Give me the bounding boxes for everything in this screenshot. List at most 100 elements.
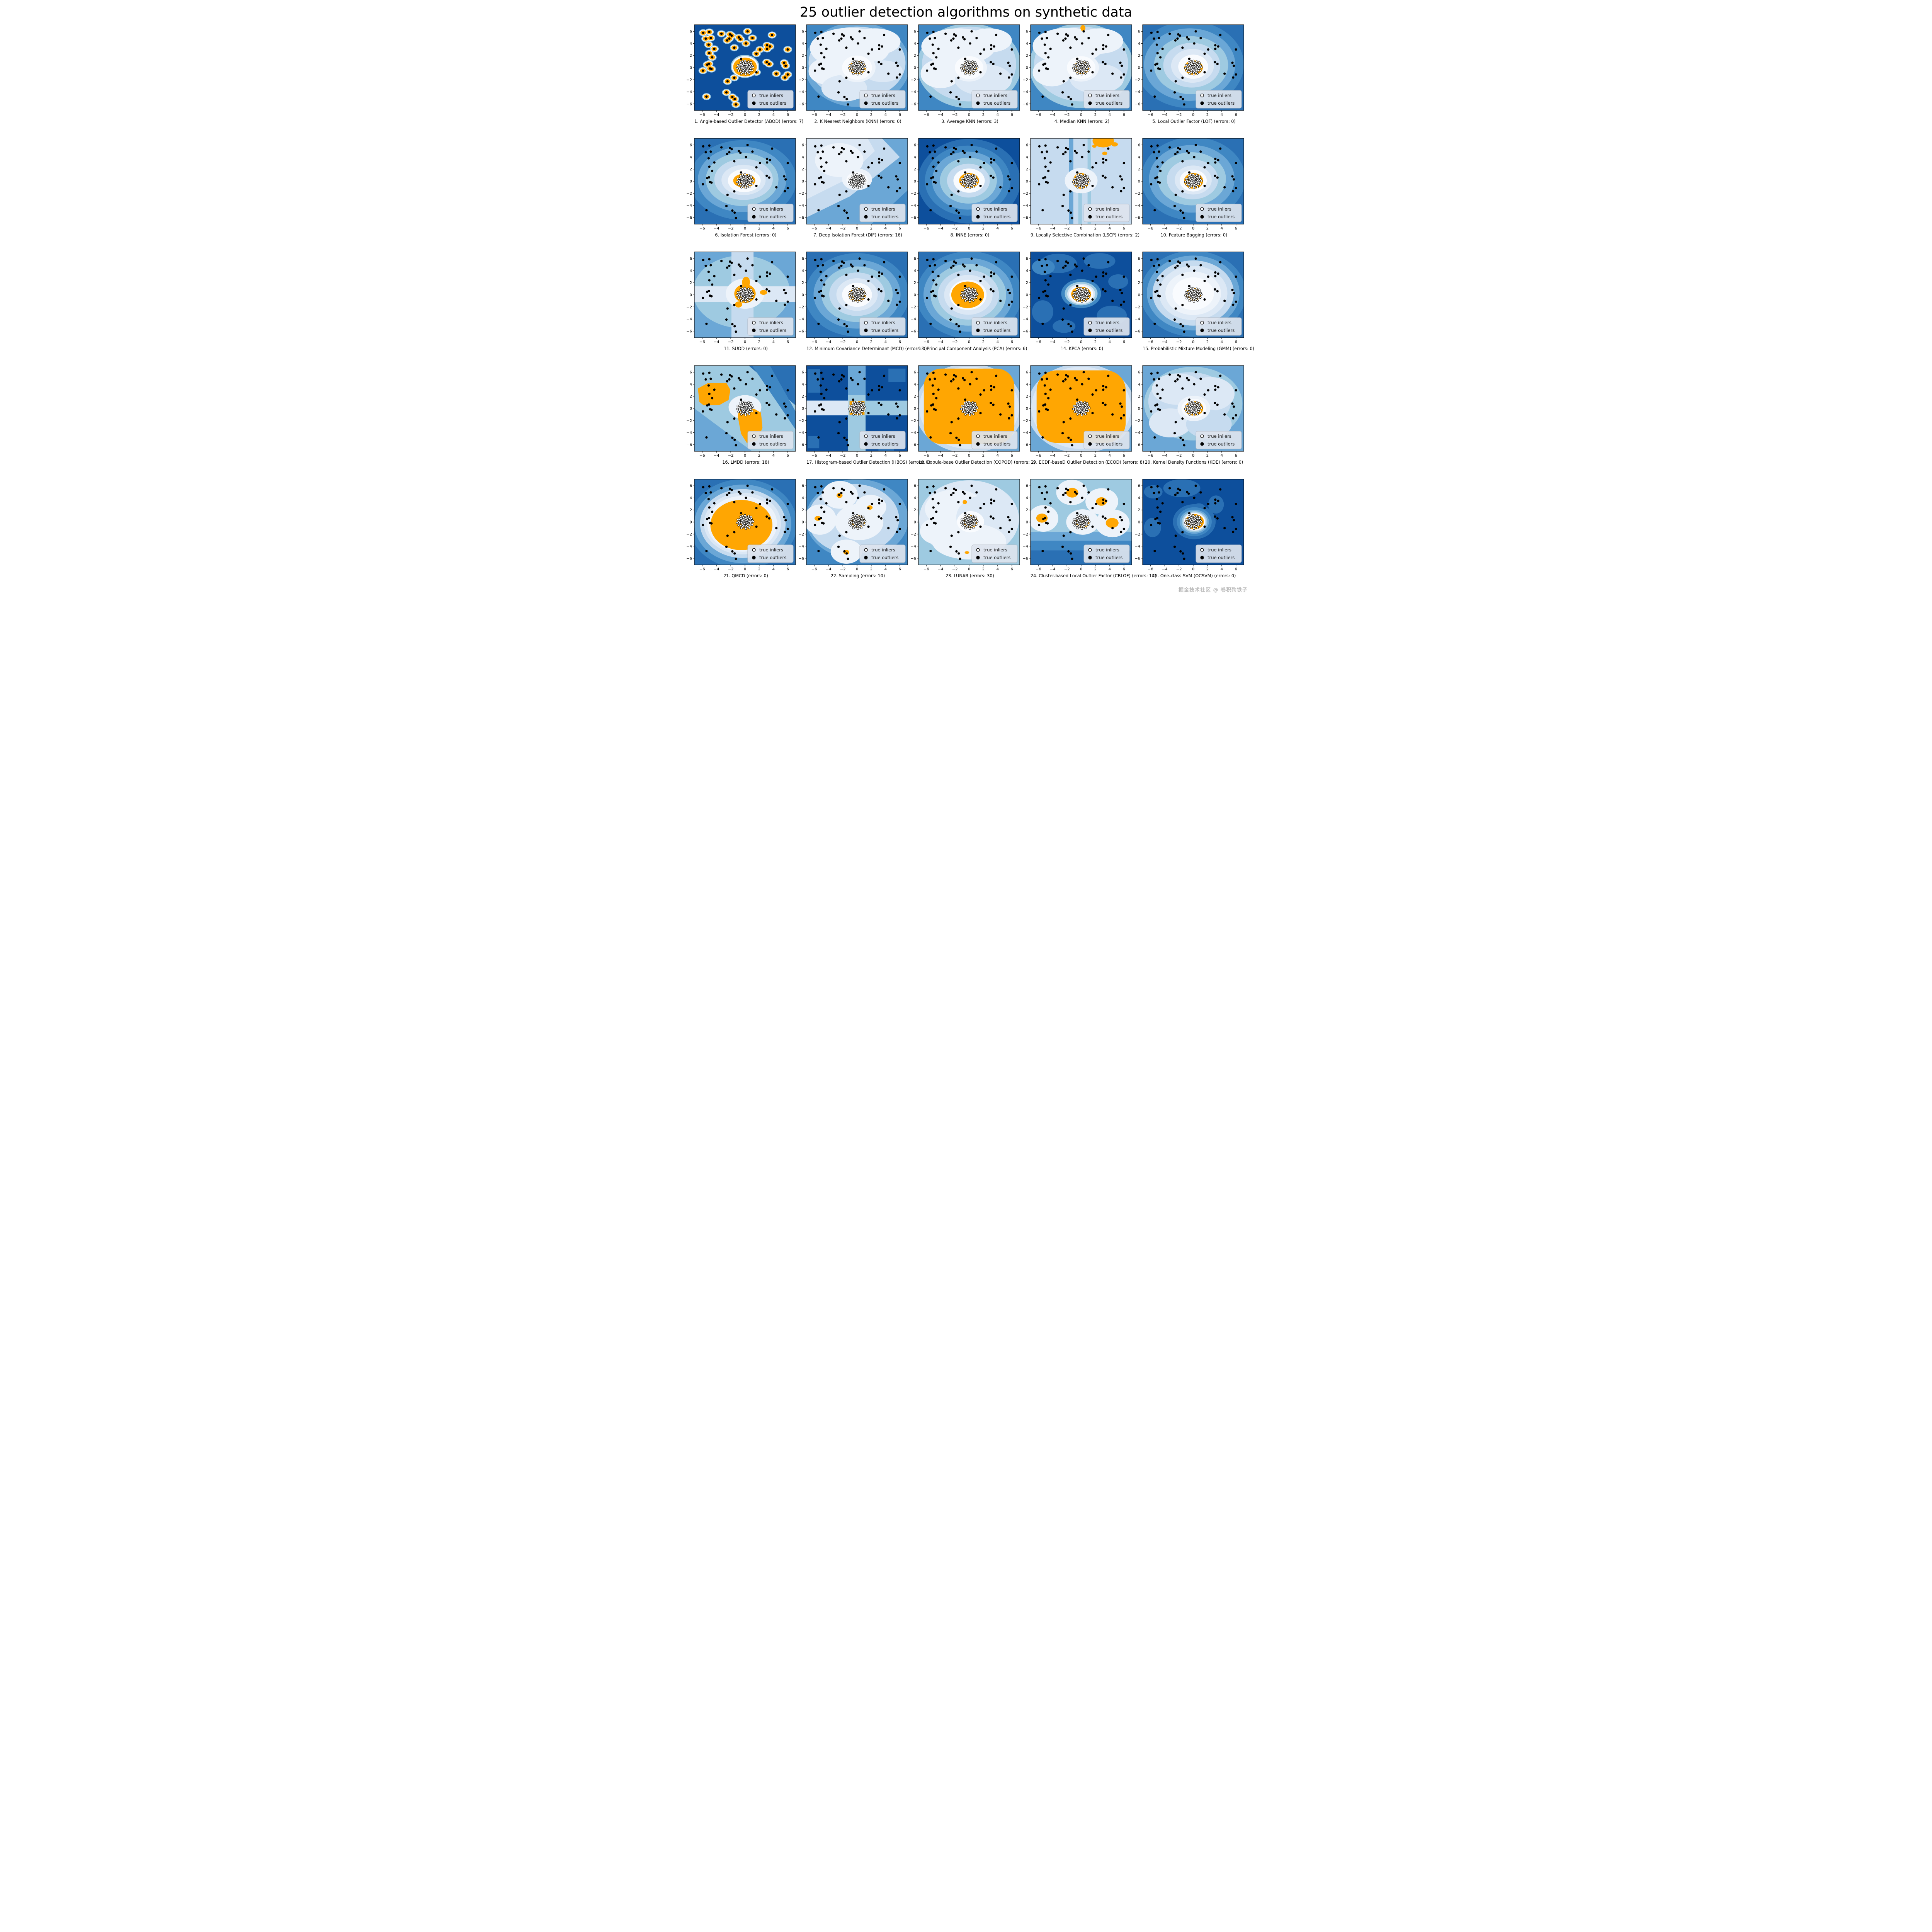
inlier-point xyxy=(853,514,856,517)
inlier-point xyxy=(861,408,864,411)
outlier-point xyxy=(878,174,880,177)
inlier-point xyxy=(1199,296,1202,299)
outlier-point xyxy=(1150,372,1153,375)
inlier-point xyxy=(1188,413,1191,416)
x-tick-label: 2 xyxy=(758,567,760,571)
inlier-point xyxy=(1190,289,1193,292)
outlier-point xyxy=(1233,178,1235,181)
outlier-point xyxy=(934,68,937,70)
outlier-point xyxy=(1214,158,1217,160)
outlier-point xyxy=(775,527,778,529)
outlier-point xyxy=(771,261,774,264)
y-tick-label: −6 xyxy=(686,216,692,220)
inlier-point xyxy=(740,413,743,416)
outlier-point xyxy=(979,279,982,282)
outlier-point xyxy=(731,550,734,553)
inlier-point xyxy=(742,62,745,65)
outlier-point xyxy=(1061,545,1064,548)
outlier-point xyxy=(704,37,707,40)
inlier-point xyxy=(1184,67,1187,70)
outlier-point xyxy=(963,492,966,495)
outlier-point xyxy=(1038,524,1041,526)
x-tick-label: 2 xyxy=(982,454,985,458)
inlier-point xyxy=(961,410,964,413)
scatter-points xyxy=(1038,30,1125,106)
x-tick-label: 6 xyxy=(787,113,789,117)
outlier-point xyxy=(867,166,870,169)
outlier-point xyxy=(1155,270,1158,273)
inlier-point xyxy=(1184,408,1187,410)
outlier-point xyxy=(1156,517,1158,520)
outlier-point xyxy=(1091,279,1094,282)
outlier-point xyxy=(932,289,934,293)
outlier-point xyxy=(1186,36,1189,39)
inlier-point xyxy=(1073,410,1076,413)
outlier-point xyxy=(1214,161,1217,164)
outlier-point xyxy=(847,444,849,447)
outlier-point xyxy=(838,80,841,83)
x-tick-label: −6 xyxy=(699,113,705,117)
outlier-point xyxy=(1158,522,1161,525)
x-tick-label: 0 xyxy=(1080,113,1082,117)
outlier-point xyxy=(1102,502,1105,505)
inlier-point xyxy=(1197,294,1200,297)
inlier-point xyxy=(975,182,978,185)
outlier-point xyxy=(713,502,716,505)
inlier-point xyxy=(1073,291,1075,294)
x-tick-label: 0 xyxy=(1192,340,1194,344)
y-tick-label: 4 xyxy=(690,383,692,387)
x-tick-label: −2 xyxy=(1176,567,1182,571)
outlier-point xyxy=(953,487,956,490)
outlier-point xyxy=(1067,209,1070,212)
outlier-point xyxy=(825,388,828,391)
inlier-point xyxy=(850,67,853,70)
x-tick-label: 4 xyxy=(1109,340,1111,344)
x-tick-label: −6 xyxy=(923,340,929,344)
outlier-point xyxy=(819,384,822,387)
outlier-point xyxy=(952,151,955,154)
outlier-point xyxy=(969,42,971,45)
outlier-point xyxy=(840,37,843,40)
outlier-point xyxy=(814,486,816,488)
outlier-point xyxy=(880,176,883,179)
outlier-point xyxy=(858,485,861,487)
outlier-point xyxy=(999,186,1002,189)
outlier-point xyxy=(950,266,952,269)
y-tick-label: −6 xyxy=(910,443,916,447)
outlier-point xyxy=(786,414,789,417)
outlier-point xyxy=(838,421,841,423)
outlier-point xyxy=(896,292,899,294)
outlier-point xyxy=(1102,158,1105,160)
outlier-point xyxy=(878,44,881,47)
x-tick-label: −6 xyxy=(699,226,705,231)
outlier-point xyxy=(1065,374,1068,377)
y-tick-label: 6 xyxy=(914,257,916,261)
inlier-point xyxy=(747,60,750,63)
y-tick-label: 0 xyxy=(802,407,804,411)
inlier-point xyxy=(1075,61,1078,63)
scatter-points xyxy=(926,144,1013,219)
y-tick-label: −6 xyxy=(686,556,692,561)
x-tick-label: −6 xyxy=(1148,113,1153,117)
legend-outlier-label: true outliers xyxy=(1208,328,1235,333)
panel-caption: 20. Kernel Density Functions (KDE) (erro… xyxy=(1145,460,1243,465)
x-tick-label: 6 xyxy=(787,567,789,571)
x-tick-label: 4 xyxy=(1109,226,1111,231)
outlier-point xyxy=(775,186,778,189)
outlier-point xyxy=(970,257,973,260)
outlier-point xyxy=(1102,498,1105,501)
outlier-point xyxy=(898,162,901,165)
outlier-point xyxy=(845,304,848,306)
legend-inlier-marker xyxy=(752,94,756,97)
outlier-point xyxy=(1046,264,1048,267)
inlier-point xyxy=(748,69,751,72)
outlier-point xyxy=(745,383,747,386)
outlier-point xyxy=(702,69,704,72)
outlier-point xyxy=(1087,491,1090,494)
outlier-point xyxy=(709,491,712,494)
y-tick-label: −6 xyxy=(910,329,916,333)
outlier-point xyxy=(1122,527,1125,530)
legend-inlier-marker xyxy=(864,321,868,325)
